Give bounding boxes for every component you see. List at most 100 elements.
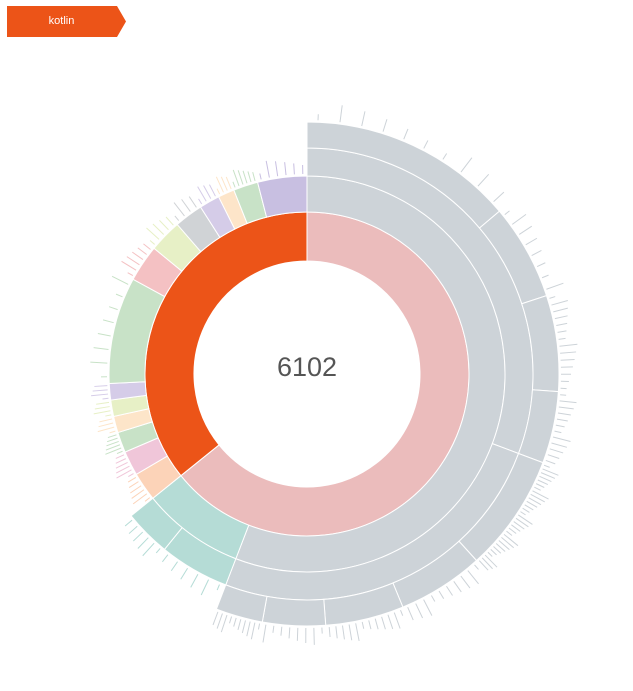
sunburst-segment-0-0-1-3-leaf[interactable] [280,626,283,636]
sunburst-segment-0-0-0-3-leaf[interactable] [557,412,571,416]
sunburst-segment-0-0-0-0-leaf[interactable] [403,128,409,140]
sunburst-segment-0-0-0-3-leaf[interactable] [547,454,560,459]
sunburst-segment-1-2-leaf[interactable] [107,434,117,439]
sunburst-segment-0-0-0-2-leaf[interactable] [553,307,568,313]
sunburst-segment-1-13[interactable] [256,175,308,218]
sunburst-segment-1-9-leaf[interactable] [188,196,197,208]
sunburst-segment-1-5-leaf[interactable] [91,393,109,397]
sunburst-segment-0-1-0-leaf[interactable] [190,573,199,588]
sunburst-segment-0-0-0-3-leaf[interactable] [559,400,577,404]
sunburst-segment-1-9-leaf[interactable] [181,199,191,212]
sunburst-segment-1-3-leaf[interactable] [109,430,116,434]
sunburst-segment-1-7-leaf[interactable] [121,260,137,271]
sunburst-segment-0-0-0-2-leaf[interactable] [556,322,568,326]
sunburst-segment-0-0-1-4-leaf[interactable] [216,613,223,629]
sunburst-segment-1-9-leaf[interactable] [173,202,185,217]
sunburst-segment-0-0-0-2-leaf[interactable] [560,358,575,361]
sunburst-segment-1-0-leaf[interactable] [132,493,148,505]
sunburst-segment-1-13-leaf[interactable] [293,163,295,175]
sunburst-segment-0-0-1-2-leaf[interactable] [400,609,404,616]
sunburst-segment-1-10-leaf[interactable] [197,186,207,202]
sunburst-segment-0-1-0-leaf[interactable] [200,579,210,596]
sunburst-segment-0-0-0-2-leaf[interactable] [554,315,568,320]
sunburst-segment-0-0-1-3-leaf[interactable] [288,627,291,639]
sunburst-segment-0-1-1-leaf[interactable] [128,525,138,534]
sunburst-segment-0-0-1-0-leaf[interactable] [508,527,517,534]
sunburst-segment-0-0-1-0-leaf[interactable] [511,524,521,532]
sunburst-segment-0-0-0-0-leaf[interactable] [423,140,429,149]
sunburst-segment-1-9-leaf[interactable] [174,215,180,221]
sunburst-segment-0-0-0-2-leaf[interactable] [560,351,577,354]
sunburst-segment-0-0-0-1-leaf[interactable] [518,225,533,235]
sunburst-segment-0-0-1-0-leaf[interactable] [493,546,502,554]
sunburst-segment-0-0-0-3-leaf[interactable] [549,448,564,454]
sunburst-segment-1-0-leaf[interactable] [130,485,142,494]
sunburst-segment-0-0-1-0-leaf[interactable] [503,533,519,547]
sunburst-segment-0-0-0-1-leaf[interactable] [531,249,542,257]
sunburst-segment-0-0-1-0-leaf[interactable] [522,507,530,513]
sunburst-segment-1-1-leaf[interactable] [115,454,125,459]
sunburst-segment-0-0-0-2-leaf[interactable] [551,299,568,306]
sunburst-segment-0-0-0-0-leaf[interactable] [442,153,448,160]
sunburst-segment-0-0-1-2-leaf[interactable] [348,624,353,641]
sunburst-segment-0-0-1-1-leaf[interactable] [407,606,414,621]
sunburst-segment-1-10-leaf[interactable] [198,198,203,205]
sunburst-segment-0-1-1-leaf[interactable] [155,548,161,554]
sunburst-segment-0-1-0-leaf[interactable] [162,554,169,563]
sunburst-segment-0-0-1-1-leaf[interactable] [460,575,471,589]
sunburst-segment-1-8-leaf[interactable] [146,227,160,240]
sunburst-segment-1-5-leaf[interactable] [102,397,109,400]
sunburst-segment-0-0-1-0-leaf[interactable] [537,479,549,486]
sunburst-segment-0-0-0-3-leaf[interactable] [558,406,574,410]
sunburst-segment-1-12-leaf[interactable] [237,170,244,185]
sunburst-segment-0-0-1-0-leaf[interactable] [528,497,542,506]
sunburst-segment-0-1-0-leaf[interactable] [180,567,188,580]
sunburst-segment-1-13-leaf[interactable] [284,162,287,176]
sunburst-segment-1-2-leaf[interactable] [106,437,118,443]
sunburst-segment-0-0-1-1-leaf[interactable] [430,595,436,602]
sunburst-segment-0-0-1-3[interactable] [261,595,327,627]
sunburst-segment-0-1-0-leaf[interactable] [216,584,220,591]
sunburst-segment-0-0-1-1-leaf[interactable] [474,564,479,570]
sunburst-segment-1-4-leaf[interactable] [105,414,112,417]
sunburst-segment-0-0-0-3-leaf[interactable] [551,442,567,448]
sunburst-segment-0-0-0-0-leaf[interactable] [477,173,490,187]
sunburst-segment-1-1-leaf[interactable] [115,465,130,474]
sunburst-segment-1-8-leaf[interactable] [149,240,155,245]
sunburst-segment-0-0-1-0-leaf[interactable] [532,490,549,500]
sunburst-segment-0-0-1-2-leaf[interactable] [355,623,360,642]
sunburst-segment-1-10-leaf[interactable] [203,185,212,199]
sunburst-segment-0-0-1-0-leaf[interactable] [478,560,489,571]
sunburst-segment-0-0-1-0-leaf[interactable] [524,504,534,511]
sunburst-segment-0-0-1-4-leaf[interactable] [220,614,228,633]
sunburst-segment-1-13-leaf[interactable] [274,161,279,177]
sunburst-segment-1-5-leaf[interactable] [92,389,108,392]
sunburst-segment-1-12-leaf[interactable] [232,169,240,187]
sunburst-segment-1-6-leaf[interactable] [90,361,108,364]
sunburst-segment-0-0-1-2-leaf[interactable] [335,626,338,639]
sunburst-segment-1-8-leaf[interactable] [152,223,165,235]
sunburst-segment-0-0-0-1-leaf[interactable] [546,282,564,290]
sunburst-segment-1-3-leaf[interactable] [97,426,115,433]
sunburst-segment-0-0-1-0-leaf[interactable] [526,500,538,508]
sunburst-segment-0-0-1-4-leaf[interactable] [241,620,246,634]
sunburst-segment-1-6-leaf[interactable] [102,319,114,324]
sunburst-segment-1-4-leaf[interactable] [93,410,111,415]
sunburst-segment-1-6-leaf[interactable] [97,333,111,337]
sunburst-segment-1-2-leaf[interactable] [116,450,123,455]
sunburst-segment-0-0-1-4-leaf[interactable] [250,622,256,640]
sunburst-segment-0-0-0-1-leaf[interactable] [525,237,538,246]
sunburst-segment-1-6-leaf[interactable] [111,275,129,285]
sunburst-segment-0-0-1-0-leaf[interactable] [540,472,556,479]
sunburst-segment-0-0-0-1-leaf[interactable] [511,213,527,225]
sunburst-segment-0-0-0-0-leaf[interactable] [382,119,388,132]
sunburst-segment-1-11-leaf[interactable] [225,176,232,190]
sunburst-segment-0-1-1-leaf[interactable] [137,537,149,549]
sunburst-segment-1-7-leaf[interactable] [132,251,144,260]
sunburst-segment-1-11-leaf[interactable] [216,188,221,195]
sunburst-segment-0-0-1-0-leaf[interactable] [501,537,515,549]
sunburst-segment-0-0-1-4-leaf[interactable] [246,621,251,637]
sunburst-segment-0-0-1-0-leaf[interactable] [520,511,526,516]
sunburst-segment-1-3-leaf[interactable] [98,422,114,428]
sunburst-segment-0-0-1-2-leaf[interactable] [374,618,379,630]
